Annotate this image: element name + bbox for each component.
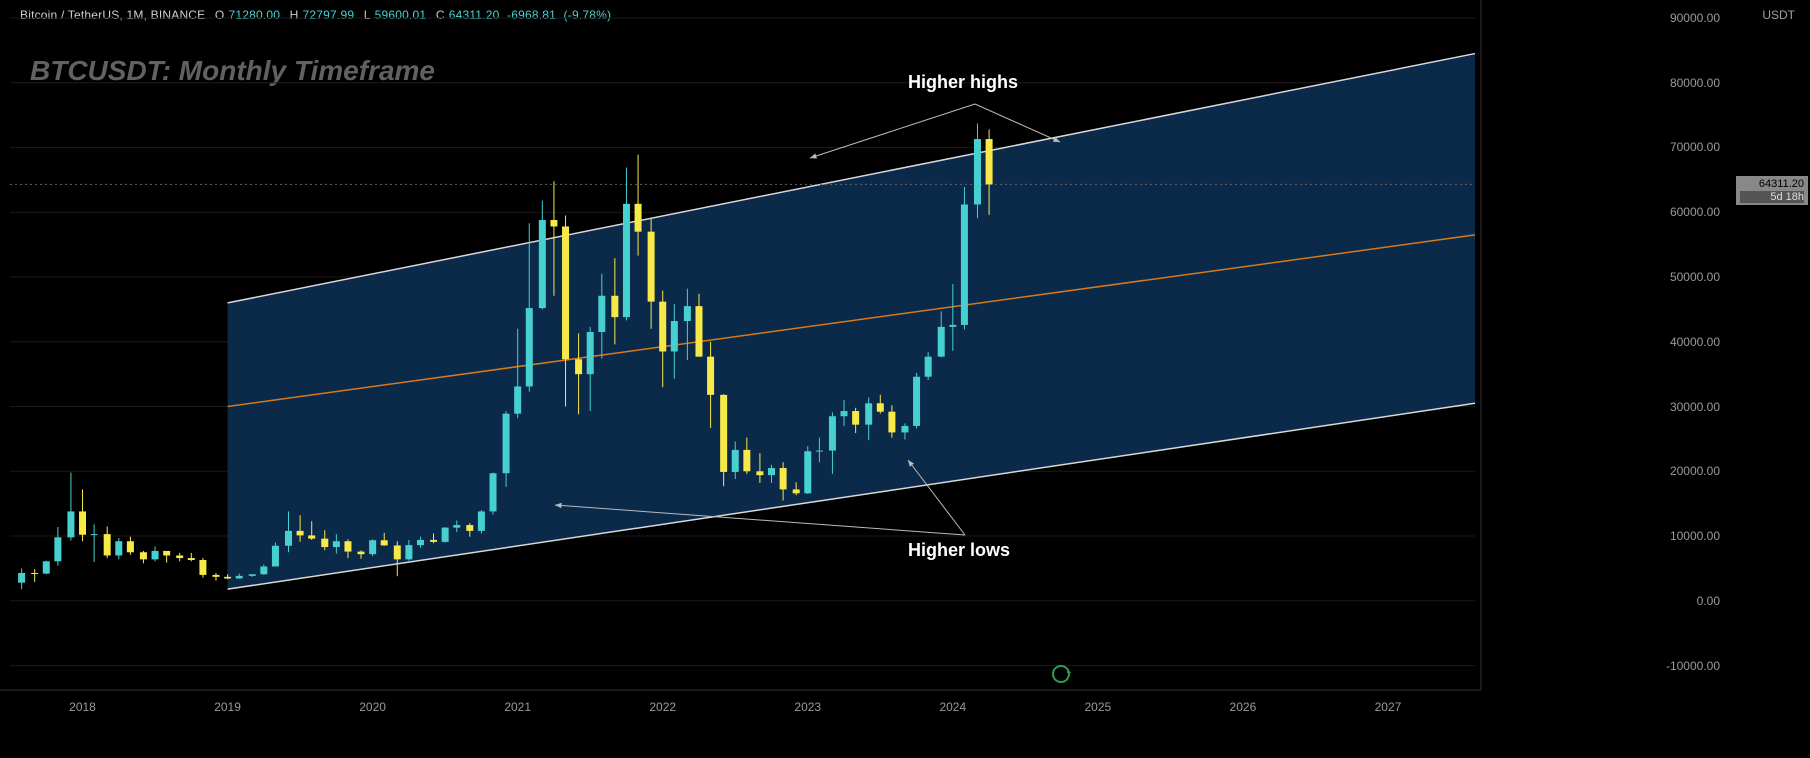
annotation-higher-lows: Higher lows xyxy=(908,540,1010,561)
xtick: 2023 xyxy=(794,700,821,714)
ytick: 90000.00 xyxy=(1650,11,1720,25)
xtick: 2024 xyxy=(939,700,966,714)
chart-container[interactable]: Bitcoin / TetherUS, 1M, BINANCE O71280.0… xyxy=(0,0,1810,758)
price-tag-countdown: 5d 18h xyxy=(1740,191,1804,203)
ytick: 0.00 xyxy=(1650,594,1720,608)
xtick: 2022 xyxy=(649,700,676,714)
xtick: 2025 xyxy=(1085,700,1112,714)
ytick: 20000.00 xyxy=(1650,464,1720,478)
ytick: 50000.00 xyxy=(1650,270,1720,284)
ytick: 80000.00 xyxy=(1650,76,1720,90)
ytick: 40000.00 xyxy=(1650,335,1720,349)
price-tag: 64311.20 5d 18h xyxy=(1736,176,1808,205)
chart-svg xyxy=(0,0,1810,758)
xtick: 2020 xyxy=(359,700,386,714)
annotation-higher-highs: Higher highs xyxy=(908,72,1018,93)
refresh-icon[interactable] xyxy=(1052,665,1070,683)
ytick: 70000.00 xyxy=(1650,140,1720,154)
xtick: 2018 xyxy=(69,700,96,714)
ytick: 30000.00 xyxy=(1650,400,1720,414)
xtick: 2021 xyxy=(504,700,531,714)
ytick: 60000.00 xyxy=(1650,205,1720,219)
price-tag-value: 64311.20 xyxy=(1740,178,1804,190)
xtick: 2027 xyxy=(1375,700,1402,714)
xtick: 2026 xyxy=(1230,700,1257,714)
ytick: -10000.00 xyxy=(1650,659,1720,673)
ytick: 10000.00 xyxy=(1650,529,1720,543)
xtick: 2019 xyxy=(214,700,241,714)
